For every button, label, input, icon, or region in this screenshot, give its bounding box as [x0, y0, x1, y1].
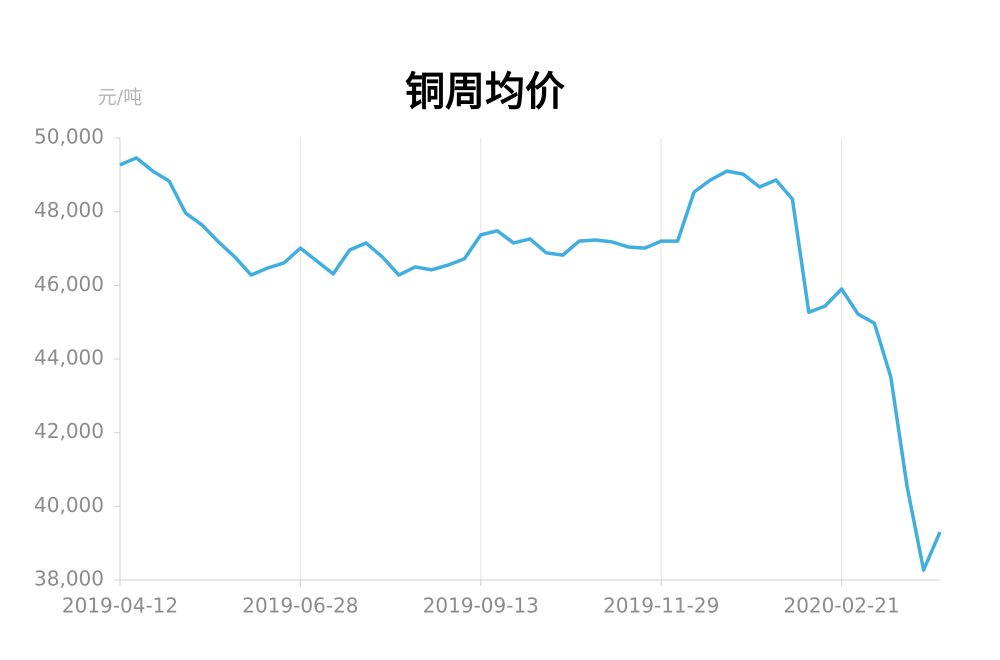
y-tick-label: 50,000	[34, 125, 104, 149]
x-tick-label: 2019-04-12	[62, 594, 178, 618]
chart-title: 铜周均价	[405, 69, 565, 115]
line-series	[119, 156, 942, 572]
y-tick-label: 38,000	[34, 567, 104, 591]
y-tick-label: 40,000	[34, 493, 104, 517]
y-axis-label: 元/吨	[98, 87, 142, 109]
x-tick-label: 2019-11-29	[603, 594, 719, 618]
y-tick-label: 48,000	[34, 198, 104, 222]
y-tick-label: 46,000	[34, 272, 104, 296]
y-tick-label: 44,000	[34, 346, 104, 370]
x-tick-label: 2019-09-13	[423, 594, 539, 618]
x-tick-label: 2020-02-21	[783, 594, 899, 618]
x-tick-label: 2019-06-28	[242, 594, 358, 618]
y-tick-label: 42,000	[34, 419, 104, 443]
